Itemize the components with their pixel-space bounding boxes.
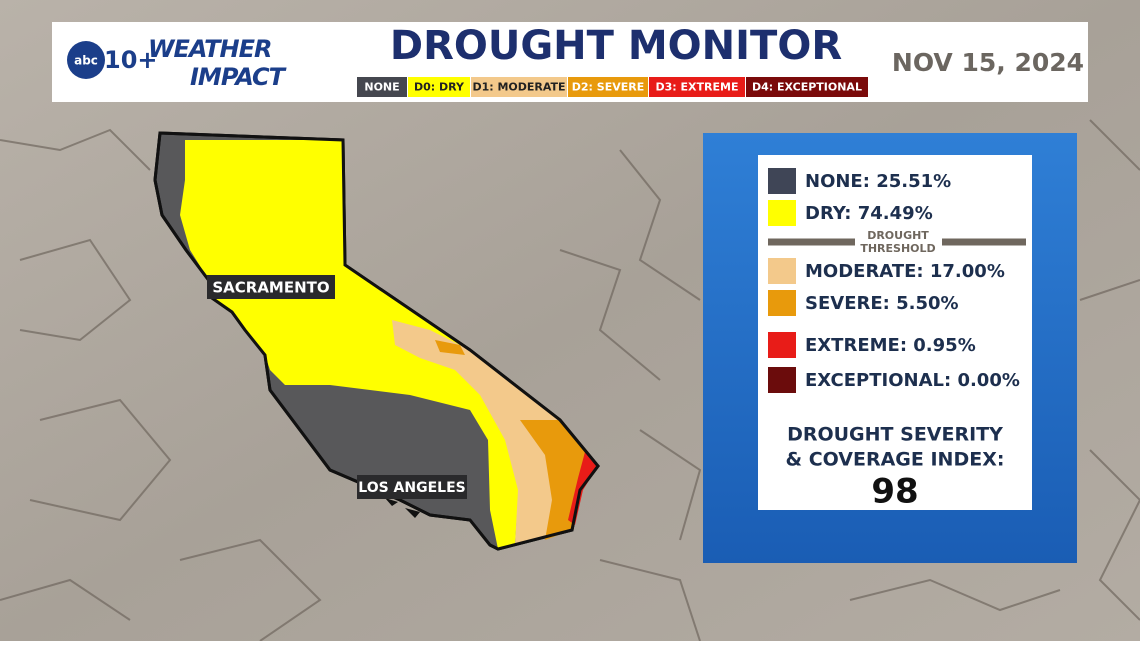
index-label: & COVERAGE INDEX:: [786, 449, 1005, 471]
item-swatch: [768, 332, 796, 358]
region-severe-north: [435, 340, 465, 355]
item-label: MODERATE: 17.00%: [805, 261, 1005, 282]
city-label: LOS ANGELES: [358, 480, 465, 496]
logo: abc: [74, 54, 98, 68]
legend-label: NONE: [364, 81, 399, 94]
cracks: [0, 119, 1140, 642]
city-label: SACRAMENTO: [212, 279, 329, 297]
index-label: DROUGHT SEVERITY: [787, 424, 1003, 446]
item-label: SEVERE: 5.50%: [805, 293, 959, 314]
logo-number: 10+: [104, 46, 158, 74]
legend-label: D2: SEVERE: [572, 81, 644, 94]
label-box: [357, 475, 467, 499]
logo-circle: [67, 41, 105, 79]
index-value: 98: [871, 472, 918, 512]
item-swatch: [768, 200, 796, 226]
legend-chip: [471, 77, 567, 97]
title: DROUGHT MONITOR: [390, 23, 842, 69]
islands: [385, 498, 420, 518]
legend-label: D3: EXTREME: [656, 81, 739, 94]
legend-chip: [649, 77, 745, 97]
threshold-label: DROUGHT: [867, 229, 929, 242]
item-swatch: [768, 367, 796, 393]
item-label: DRY: 74.49%: [805, 203, 933, 224]
item-swatch: [768, 258, 796, 284]
panel-items: NONE: 25.51% DRY: 74.49% MODERATE: 17.00% S…: [768, 168, 1020, 393]
region-severe: [520, 420, 598, 540]
item-swatch: [768, 290, 796, 316]
brand-top: WEATHER: [148, 35, 271, 63]
item-swatch: [768, 168, 796, 194]
legend-chip: [408, 77, 470, 97]
threshold-label: THRESHOLD: [860, 242, 935, 255]
brand-bottom: IMPACT: [190, 63, 287, 91]
legend-label: D0: DRY: [414, 81, 465, 94]
item-label: EXCEPTIONAL: 0.00%: [805, 370, 1020, 391]
region-dry: [180, 140, 560, 549]
legend-chip: [357, 77, 407, 97]
item-label: NONE: 25.51%: [805, 171, 951, 192]
legend-label: D1: MODERATE: [472, 81, 565, 94]
date: NOV 15, 2024: [892, 48, 1084, 77]
legend-chip: [746, 77, 868, 97]
item-label: EXTREME: 0.95%: [805, 335, 976, 356]
legend: NONE D0: DRY D1: MODERATE D2: SEVERE D3: EXT…: [357, 77, 868, 97]
panel: [758, 155, 1032, 510]
legend-label: D4: EXCEPTIONAL: [752, 81, 862, 94]
label-box: [207, 275, 335, 299]
legend-chip: [568, 77, 648, 97]
region-moderate: [392, 320, 598, 545]
